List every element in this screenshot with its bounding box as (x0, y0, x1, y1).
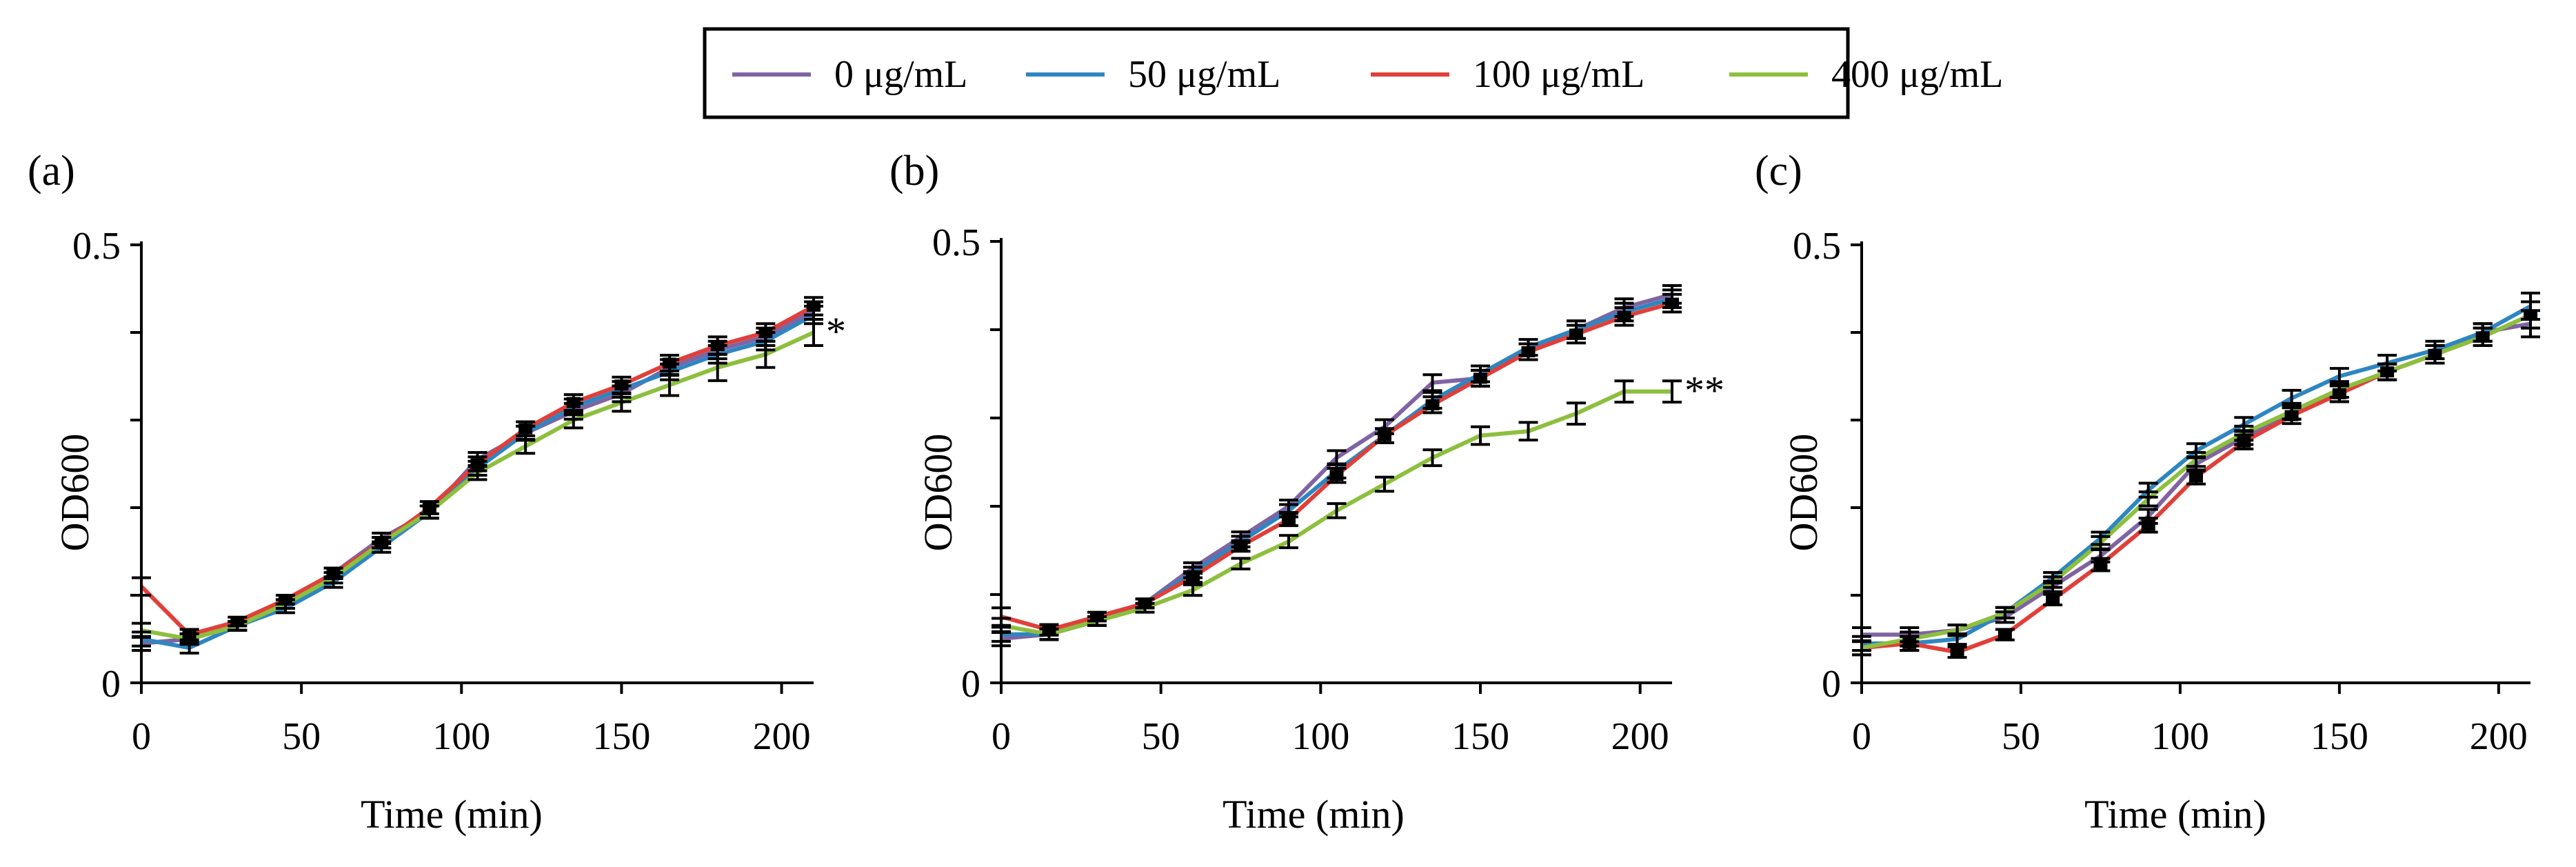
data-point (1329, 470, 1344, 481)
data-point (1425, 399, 1440, 410)
x-tick-label: 0 (992, 715, 1011, 758)
x-tick-label: 150 (1451, 715, 1509, 758)
data-point (1378, 430, 1391, 441)
legend-label-1: 50 μg/mL (1128, 53, 1280, 96)
panel-c-plot: 0 0.5 0 50 100 150 200 (1793, 225, 2540, 758)
legend-entry-1: 50 μg/mL (1026, 53, 1280, 96)
x-tick-label: 100 (2151, 715, 2209, 758)
legend-label-2: 100 μg/mL (1473, 53, 1644, 96)
panel-a-plot: 0 0.5 0 50 100 150 200 * (72, 225, 846, 758)
data-point (2189, 471, 2203, 483)
legend-entry-0: 0 μg/mL (732, 53, 967, 96)
legend-entry-2: 100 μg/mL (1371, 53, 1644, 96)
data-point (519, 423, 533, 435)
panel-b-label: (b) (889, 148, 939, 195)
data-point (566, 397, 581, 408)
series-line-3 (141, 330, 815, 641)
panel-c-ylabel: OD600 (1781, 434, 1826, 552)
x-tick-label: 150 (592, 715, 650, 758)
data-point (1665, 297, 1679, 309)
panel-a-ylabel: OD600 (52, 434, 97, 552)
y-tick-label: 0 (101, 663, 121, 706)
data-point (614, 379, 629, 391)
x-tick-label: 0 (1852, 715, 1871, 758)
x-tick-label: 0 (132, 715, 151, 758)
legend-box (703, 27, 1850, 119)
y-tick-label: 0.5 (932, 221, 980, 264)
data-point (758, 327, 773, 338)
x-tick-label: 100 (1291, 715, 1349, 758)
panel-b-plot: 0 0.5 0 50 100 150 200 ** (932, 221, 1724, 758)
data-point (1950, 646, 1964, 658)
panel-a-xlabel: Time (min) (361, 792, 543, 837)
data-point (663, 357, 677, 369)
x-tick-label: 50 (1142, 715, 1180, 758)
legend-label-0: 0 μg/mL (834, 53, 967, 96)
data-point (1186, 571, 1200, 583)
x-tick-label: 200 (753, 715, 811, 758)
significance-marker: ** (1684, 368, 1724, 413)
data-point (1998, 629, 2012, 641)
panel-b-ylabel: OD600 (916, 434, 960, 552)
significance-marker: * (826, 309, 846, 354)
x-tick-label: 50 (2002, 715, 2040, 758)
x-tick-label: 150 (2311, 715, 2368, 758)
data-point (2141, 519, 2155, 531)
panel-c-label: (c) (1755, 148, 1802, 195)
panel-c: (c) OD600 Time (min) 0 0.5 0 50 100 150 200 (1755, 148, 2540, 837)
x-tick-label: 200 (1611, 715, 1669, 758)
data-point (2093, 559, 2108, 570)
data-point (807, 300, 821, 312)
legend: 0 μg/mL 50 μg/mL 100 μg/mL 400 μg/mL (703, 27, 2003, 119)
data-point (1569, 328, 1583, 340)
data-point (1521, 346, 1536, 357)
x-tick-label: 200 (2470, 715, 2528, 758)
panel-a-label: (a) (28, 148, 75, 195)
data-point (1234, 540, 1248, 552)
data-point (2046, 594, 2060, 606)
panel-b: (b) OD600 Time (min) 0 0.5 0 50 100 150 200 ** (889, 148, 1724, 837)
legend-entry-3: 400 μg/mL (1729, 53, 2003, 96)
panel-b-xlabel: Time (min) (1222, 792, 1405, 837)
data-point (1617, 310, 1631, 322)
y-tick-label: 0.5 (72, 225, 121, 268)
data-point (1473, 372, 1487, 384)
legend-label-3: 400 μg/mL (1831, 53, 2003, 96)
y-tick-label: 0 (1822, 663, 1841, 706)
panel-a: (a) OD600 Time (min) 0 0.5 0 50 100 150 200 * (28, 148, 846, 837)
x-tick-label: 50 (282, 715, 321, 758)
series-line-1 (141, 312, 815, 650)
data-point (710, 340, 725, 352)
x-tick-label: 100 (432, 715, 490, 758)
y-tick-label: 0 (961, 663, 980, 706)
y-tick-label: 0.5 (1793, 225, 1841, 268)
panel-c-xlabel: Time (min) (2084, 792, 2266, 837)
data-point (1282, 514, 1296, 526)
